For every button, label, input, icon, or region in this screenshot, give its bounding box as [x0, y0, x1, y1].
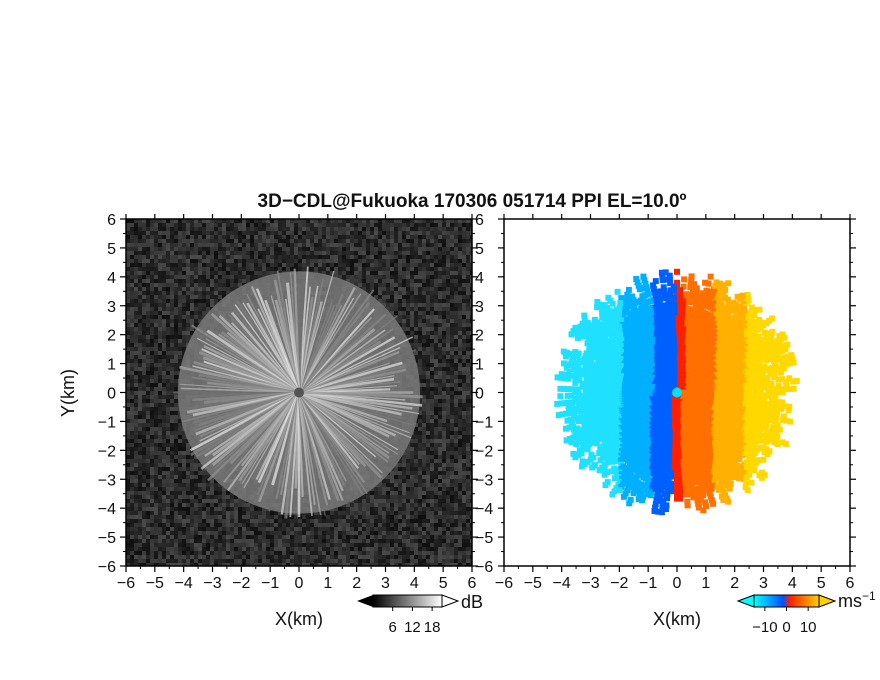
y-tick-label-right: −4 — [475, 501, 493, 518]
x-tick-label: −3 — [581, 575, 599, 592]
x-tick-label: 4 — [410, 575, 419, 592]
intensity-ppi-image — [126, 219, 472, 566]
left-panel: −6 −5 −4 −3 −2 −1 0 1 2 3 4 5 66 65 54 43 32 21 10 0−1 −1−2−… — [58, 212, 493, 629]
x-tick-label: 5 — [817, 575, 826, 592]
x-tick-label: 5 — [439, 575, 448, 592]
right-axis-ticks: −6 −5 −4 −3 −2 −1 0 1 2 3 4 5 6 — [495, 214, 856, 592]
y-tick-label: −3 — [98, 472, 116, 489]
x-tick-label: −1 — [261, 575, 279, 592]
x-tick-label: 2 — [730, 575, 739, 592]
left-axis-ticks: −6 −5 −4 −3 −2 −1 0 1 2 3 4 5 66 65 54 43 32 21 10 0−1 −1−2−… — [98, 212, 494, 592]
velocity-colorbar: −10 0 10 ms−1 — [736, 589, 876, 636]
y-tick-label-right: −2 — [475, 443, 493, 460]
colorbar-tick-label: 18 — [424, 619, 441, 636]
y-tick-label-right: −1 — [475, 414, 493, 431]
colorbar-tick-label: 10 — [800, 619, 817, 636]
colorbar-high-arrow — [818, 594, 837, 608]
x-tick-label: 1 — [701, 575, 710, 592]
right-x-axis-label: X(km) — [653, 609, 701, 629]
y-tick-label: −1 — [98, 414, 116, 431]
left-x-axis-label: X(km) — [275, 609, 323, 629]
radar-site-marker — [294, 387, 304, 398]
x-tick-label: 3 — [381, 575, 390, 592]
x-tick-label: −5 — [524, 575, 542, 592]
y-tick-label-right: 1 — [475, 357, 484, 374]
y-tick-label-right: 2 — [475, 328, 484, 345]
y-tick-label-right: 4 — [475, 270, 484, 287]
colorbar-low-arrow — [357, 595, 373, 607]
y-tick-label-right: −3 — [475, 472, 493, 489]
y-tick-label: −5 — [98, 530, 116, 547]
y-tick-label: −6 — [98, 559, 116, 576]
velocity-colorbar-ramp — [753, 594, 820, 608]
y-axis-label: Y(km) — [58, 369, 78, 417]
x-tick-label: −4 — [175, 575, 193, 592]
x-tick-label: −6 — [117, 575, 135, 592]
y-tick-label: 4 — [107, 270, 116, 287]
y-tick-label: 2 — [107, 328, 116, 345]
x-tick-label: 0 — [295, 575, 304, 592]
x-tick-label: −2 — [610, 575, 628, 592]
x-tick-label: 3 — [759, 575, 768, 592]
x-tick-label: 4 — [788, 575, 797, 592]
chart-title: 3D−CDL@Fukuoka 170306 051714 PPI EL=10.0… — [258, 191, 687, 212]
x-tick-label: −2 — [232, 575, 250, 592]
y-tick-label-right: −6 — [475, 559, 493, 576]
y-tick-label: 6 — [107, 212, 116, 229]
velocity-colorbar-unit: ms−1 — [838, 589, 876, 611]
y-tick-label: 3 — [107, 299, 116, 316]
intensity-colorbar-ramp — [372, 594, 443, 608]
x-tick-label: 6 — [846, 575, 855, 592]
colorbar-tick-label: 12 — [404, 619, 421, 636]
right-panel: −6 −5 −4 −3 −2 −1 0 1 2 3 4 5 6 X(km) — [495, 214, 856, 629]
intensity-colorbar-unit: dB — [461, 592, 483, 612]
x-tick-label: 6 — [468, 575, 477, 592]
x-tick-label: −6 — [495, 575, 513, 592]
velocity-ppi-image — [554, 268, 800, 516]
y-tick-label-right: 6 — [475, 212, 484, 229]
x-tick-label: −1 — [639, 575, 657, 592]
colorbar-high-arrow — [441, 594, 460, 608]
colorbar-tick-label: 6 — [389, 619, 397, 636]
y-tick-label-right: 0 — [475, 386, 484, 403]
y-tick-label: −2 — [98, 443, 116, 460]
colorbar-low-arrow — [736, 594, 755, 608]
x-tick-label: −3 — [203, 575, 221, 592]
x-tick-label: 0 — [673, 575, 682, 592]
y-tick-label-right: 5 — [475, 241, 484, 258]
x-tick-label: −5 — [146, 575, 164, 592]
x-tick-label: 1 — [323, 575, 332, 592]
y-tick-label-right: 3 — [475, 299, 484, 316]
y-tick-label: −4 — [98, 501, 116, 518]
y-tick-label: 5 — [107, 241, 116, 258]
colorbar-tick-label: −10 — [752, 619, 777, 636]
x-tick-label: 2 — [352, 575, 361, 592]
y-tick-label-right: −5 — [475, 530, 493, 547]
y-tick-label: 1 — [107, 357, 116, 374]
colorbar-tick-label: 0 — [782, 619, 790, 636]
intensity-colorbar: 6 12 18 dB — [357, 592, 483, 636]
radar-site-marker — [672, 387, 682, 398]
y-tick-label: 0 — [107, 386, 116, 403]
x-tick-label: −4 — [553, 575, 571, 592]
